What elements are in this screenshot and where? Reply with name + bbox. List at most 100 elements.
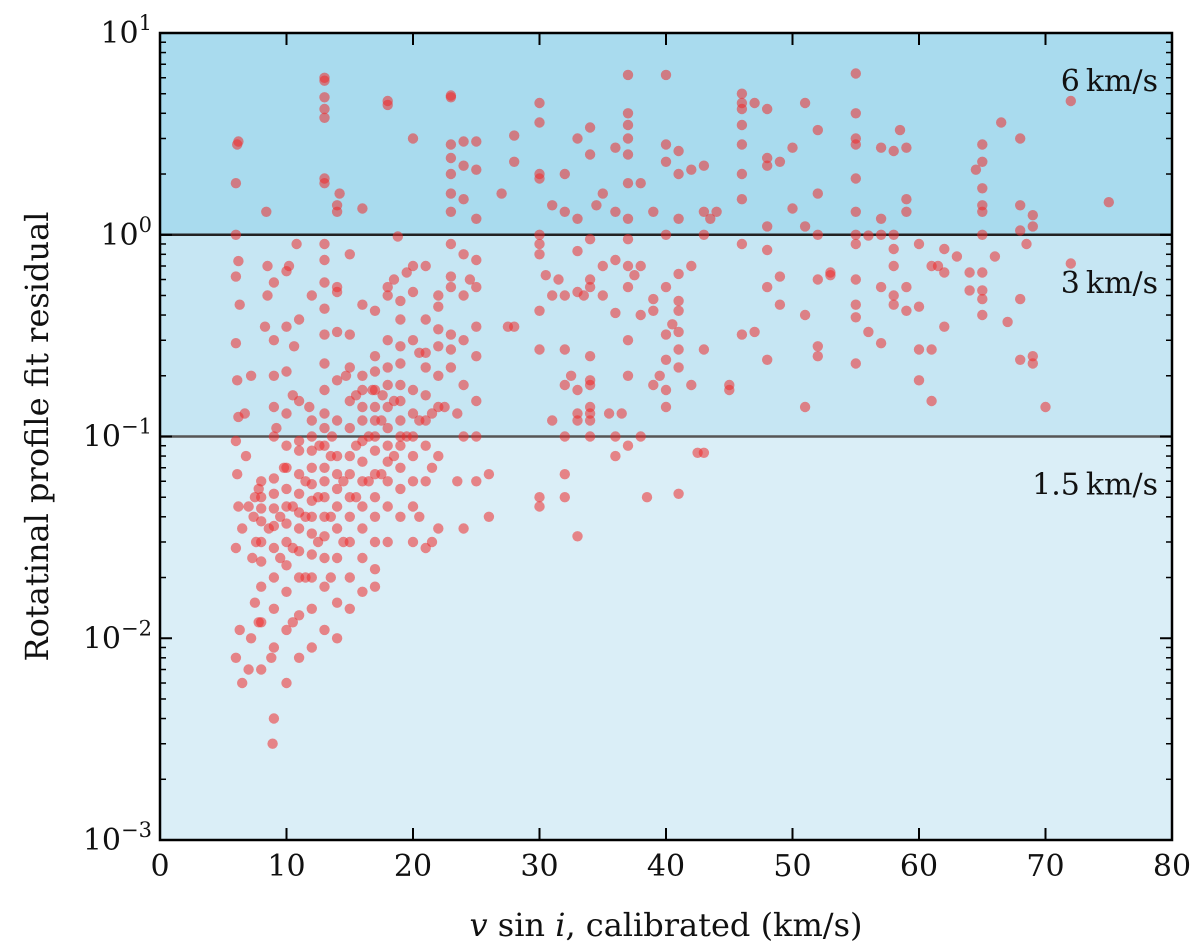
band-label-0: 1.5 km/s — [1032, 468, 1158, 503]
point-65 — [281, 677, 292, 689]
point-85 — [291, 238, 302, 250]
point-465 — [812, 351, 823, 362]
point-135 — [319, 238, 330, 250]
point-486 — [863, 230, 874, 241]
point-166 — [344, 603, 355, 614]
point-327 — [534, 249, 545, 260]
point-362 — [584, 375, 596, 386]
band-labels: 1.5 km/s 3 km/s 6 km/s — [1032, 64, 1158, 503]
point-102 — [306, 642, 317, 653]
point-456 — [774, 299, 786, 310]
point-23 — [247, 552, 258, 564]
point-206 — [369, 401, 381, 413]
point-70 — [281, 518, 292, 529]
point-337 — [547, 415, 558, 426]
point-197 — [369, 581, 381, 592]
point-216 — [382, 476, 393, 487]
point-344 — [559, 290, 570, 301]
point-513 — [939, 267, 950, 278]
point-539 — [1027, 351, 1039, 362]
point-342 — [559, 379, 570, 391]
point-509 — [926, 344, 937, 355]
point-512 — [939, 321, 950, 332]
point-239 — [395, 379, 406, 391]
point-37 — [256, 503, 267, 514]
point-401 — [648, 305, 659, 316]
point-466 — [812, 341, 823, 352]
point-452 — [762, 221, 773, 232]
point-341 — [559, 431, 570, 442]
point-417 — [673, 344, 684, 355]
band-label-1: 3 km/s — [1061, 266, 1158, 301]
point-240 — [395, 358, 406, 369]
point-9 — [230, 338, 242, 349]
point-171 — [344, 469, 355, 480]
point-43 — [261, 206, 272, 217]
y-tick-label: 10−3 — [83, 818, 152, 858]
point-389 — [622, 149, 634, 160]
point-434 — [705, 213, 716, 224]
point-423 — [673, 168, 684, 180]
point-129 — [319, 384, 330, 396]
point-287 — [445, 206, 457, 217]
x-tick-label: 40 — [647, 849, 685, 884]
point-526 — [977, 183, 988, 194]
point-495 — [888, 243, 899, 255]
point-276 — [433, 341, 444, 352]
point-364 — [584, 281, 596, 293]
point-347 — [565, 370, 577, 381]
point-257 — [414, 511, 425, 522]
point-154 — [331, 450, 343, 462]
point-278 — [433, 301, 444, 312]
point-365 — [584, 274, 596, 285]
point-130 — [319, 358, 330, 369]
point-249 — [407, 450, 419, 462]
point-272 — [433, 523, 444, 534]
point-440 — [736, 194, 748, 205]
point-532 — [1015, 354, 1026, 365]
point-57 — [268, 401, 280, 413]
point-311 — [471, 281, 482, 293]
point-455 — [762, 103, 773, 115]
point-252 — [407, 384, 419, 396]
point-338 — [553, 274, 564, 285]
point-79 — [283, 260, 295, 272]
point-42 — [262, 260, 273, 272]
point-345 — [559, 206, 570, 217]
point-168 — [344, 536, 355, 548]
point-470 — [812, 124, 823, 136]
point-484 — [850, 68, 861, 79]
point-214 — [382, 536, 393, 548]
point-191 — [357, 370, 368, 381]
point-283 — [445, 329, 457, 340]
point-242 — [395, 314, 406, 325]
point-468 — [812, 229, 823, 240]
point-0 — [230, 652, 242, 663]
point-334 — [540, 270, 551, 281]
point-536 — [1015, 133, 1026, 144]
point-318 — [496, 188, 507, 199]
point-443 — [736, 119, 748, 131]
point-114 — [306, 290, 317, 301]
point-425 — [686, 379, 697, 391]
point-447 — [749, 326, 760, 338]
point-8 — [232, 375, 243, 386]
x-tick-label: 30 — [520, 849, 558, 884]
point-302 — [458, 194, 469, 205]
point-435 — [711, 206, 722, 217]
point-398 — [635, 178, 646, 189]
point-212 — [376, 415, 387, 426]
point-441 — [736, 168, 748, 180]
point-233 — [395, 483, 406, 495]
point-545 — [1103, 197, 1115, 208]
point-477 — [850, 238, 861, 250]
point-533 — [1015, 293, 1026, 305]
point-371 — [597, 260, 608, 272]
point-31 — [256, 664, 267, 675]
point-397 — [635, 260, 646, 272]
point-261 — [420, 476, 431, 487]
point-534 — [1015, 225, 1026, 236]
point-48 — [268, 642, 280, 653]
point-294 — [452, 476, 463, 487]
point-449 — [762, 354, 773, 365]
